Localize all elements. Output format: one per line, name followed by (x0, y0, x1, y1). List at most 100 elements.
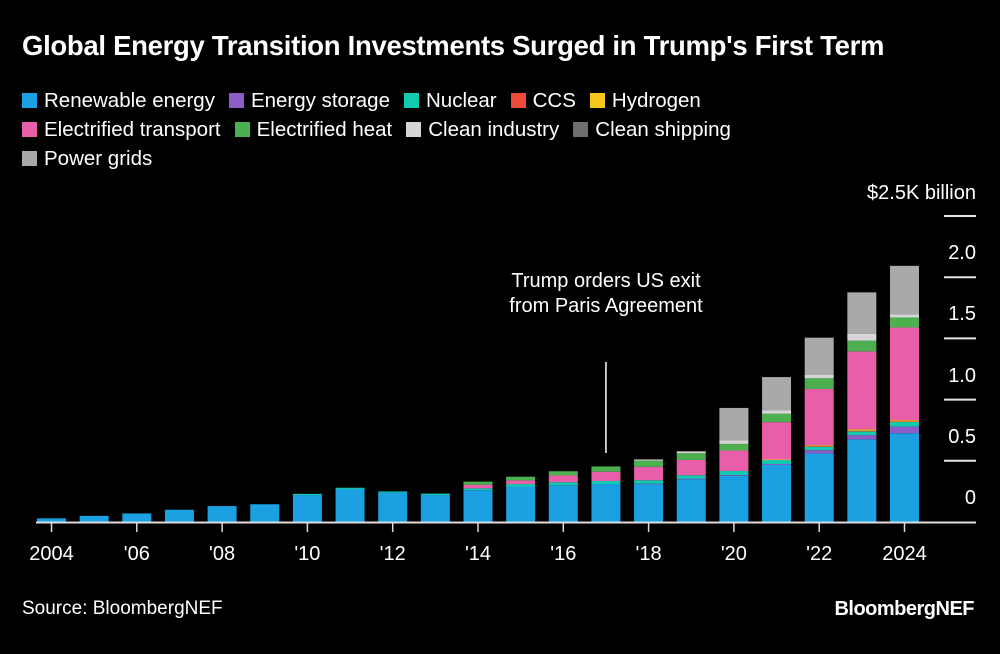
bar-segment-clean-industry-2020 (719, 440, 749, 444)
x-tick-label: '06 (123, 543, 150, 565)
bar-segment-electrified-transport-2024 (890, 327, 919, 421)
legend-swatch (589, 93, 605, 108)
bar-2014 (463, 481, 493, 522)
bar-2012 (378, 491, 408, 522)
bar-segment-clean-industry-2023 (847, 333, 877, 341)
bar-segment-electrified-transport-2022 (804, 388, 834, 446)
y-tick-label: 2.0 (948, 242, 976, 265)
chart-title: Global Energy Transition Investments Sur… (22, 30, 885, 61)
bar-segment-renewable-energy-2024 (890, 433, 919, 522)
bar-segment-renewable-energy-2022 (804, 453, 834, 522)
legend-label: Electrified heat (256, 118, 393, 141)
legend-swatch (573, 122, 589, 137)
bar-segment-power-grids-2024 (890, 265, 919, 315)
bar-segment-nuclear-2018 (634, 480, 664, 484)
bar-2008 (207, 506, 237, 522)
bar-segment-renewable-energy-2016 (548, 485, 578, 522)
bar-2010 (292, 493, 322, 522)
bar-2011 (335, 487, 365, 522)
bar-2023 (847, 292, 877, 522)
legend-row: Electrified transport Electrified heat Cle… (22, 115, 922, 144)
bar-2009 (250, 504, 280, 522)
y-tick-label: 1.0 (948, 364, 976, 387)
bar-segment-nuclear-2011 (335, 487, 365, 489)
x-tick-label: '22 (806, 543, 833, 565)
bar-segment-renewable-energy-2008 (207, 506, 237, 522)
bar-segment-electrified-transport-2021 (762, 422, 792, 460)
bar-2004 (37, 518, 66, 522)
bar-segment-energy-storage-2021 (762, 463, 792, 465)
bar-segment-clean-industry-2019 (676, 451, 706, 454)
bar-segment-nuclear-2015 (506, 484, 536, 487)
bar-2021 (762, 377, 792, 522)
bar-segment-renewable-energy-2014 (463, 490, 493, 522)
legend-label: Energy storage (250, 89, 390, 112)
legend-label: CCS (532, 89, 576, 112)
bar-segment-ccs-2022 (804, 446, 834, 447)
bar-segment-nuclear-2019 (676, 475, 706, 479)
bar-segment-renewable-energy-2005 (79, 515, 109, 522)
bar-segment-nuclear-2010 (292, 493, 322, 496)
x-tick-label: '12 (379, 543, 406, 565)
bar-segment-hydrogen-2021 (762, 459, 792, 461)
legend-label: Clean industry (428, 118, 560, 141)
bar-segment-clean-industry-2021 (762, 410, 792, 414)
legend-swatch (228, 93, 244, 108)
bar-segment-electrified-heat-2017 (591, 466, 621, 472)
bar-segment-renewable-energy-2019 (676, 479, 706, 522)
bar-2018 (634, 459, 664, 522)
bar-segment-renewable-energy-2007 (164, 509, 194, 522)
x-tick-label: '20 (720, 543, 747, 565)
bar-segment-renewable-energy-2013 (420, 495, 450, 522)
bar-segment-electrified-transport-2020 (719, 450, 749, 471)
bar-segment-energy-storage-2022 (804, 450, 834, 454)
bar-2024 (890, 265, 919, 522)
bar-2006 (122, 513, 152, 522)
bar-segment-energy-storage-2018 (634, 483, 664, 485)
x-tick-label: '18 (635, 543, 662, 565)
bar-segment-energy-storage-2024 (890, 426, 919, 434)
bar-2007 (164, 509, 194, 522)
bar-segment-renewable-energy-2011 (335, 488, 365, 522)
bar-segment-renewable-energy-2006 (122, 513, 152, 522)
bar-2005 (79, 515, 109, 522)
brand-logo: BloombergNEF (834, 598, 974, 620)
bar-segment-renewable-energy-2017 (591, 484, 621, 522)
legend-item-ccs: CCS (510, 86, 576, 115)
bar-segment-electrified-transport-2014 (463, 484, 493, 489)
legend-label: Electrified transport (44, 118, 221, 141)
bar-segment-renewable-energy-2012 (378, 492, 408, 522)
y-tick-label: 0.5 (948, 425, 976, 448)
bar-segment-electrified-heat-2015 (506, 476, 536, 481)
bar-segment-energy-storage-2023 (847, 435, 877, 440)
legend-swatch (510, 93, 526, 108)
bar-segment-renewable-energy-2018 (634, 484, 664, 522)
legend-item-nuclear: Nuclear (403, 86, 497, 115)
bar-segment-energy-storage-2019 (676, 478, 706, 480)
bar-segment-renewable-energy-2020 (719, 475, 749, 522)
bar-2013 (420, 493, 450, 522)
legend-label: Nuclear (425, 89, 497, 112)
bar-segment-electrified-transport-2018 (634, 466, 664, 481)
bar-segment-power-grids-2020 (719, 407, 749, 441)
x-tick-label: '16 (550, 543, 577, 565)
y-tick-label: 0 (964, 487, 976, 509)
x-tick-label: 2024 (882, 543, 927, 565)
legend-swatch (403, 93, 419, 108)
bar-segment-electrified-heat-2018 (634, 460, 664, 467)
bar-segment-clean-industry-2024 (890, 314, 919, 318)
bar-segment-electrified-heat-2024 (890, 317, 919, 328)
legend-label: Power grids (44, 147, 153, 170)
bar-segment-electrified-heat-2020 (719, 443, 749, 451)
bar-segment-electrified-heat-2019 (676, 453, 706, 460)
bar-segment-electrified-transport-2017 (591, 471, 621, 481)
bar-segment-clean-industry-2022 (804, 374, 834, 379)
bar-segment-electrified-heat-2014 (463, 481, 493, 485)
bar-segment-electrified-heat-2022 (804, 378, 834, 389)
bar-segment-nuclear-2014 (463, 488, 493, 491)
legend-swatch (22, 122, 37, 137)
bar-segment-renewable-energy-2010 (292, 495, 322, 522)
bar-segment-electrified-heat-2023 (847, 340, 877, 352)
bar-segment-electrified-transport-2015 (506, 480, 536, 485)
